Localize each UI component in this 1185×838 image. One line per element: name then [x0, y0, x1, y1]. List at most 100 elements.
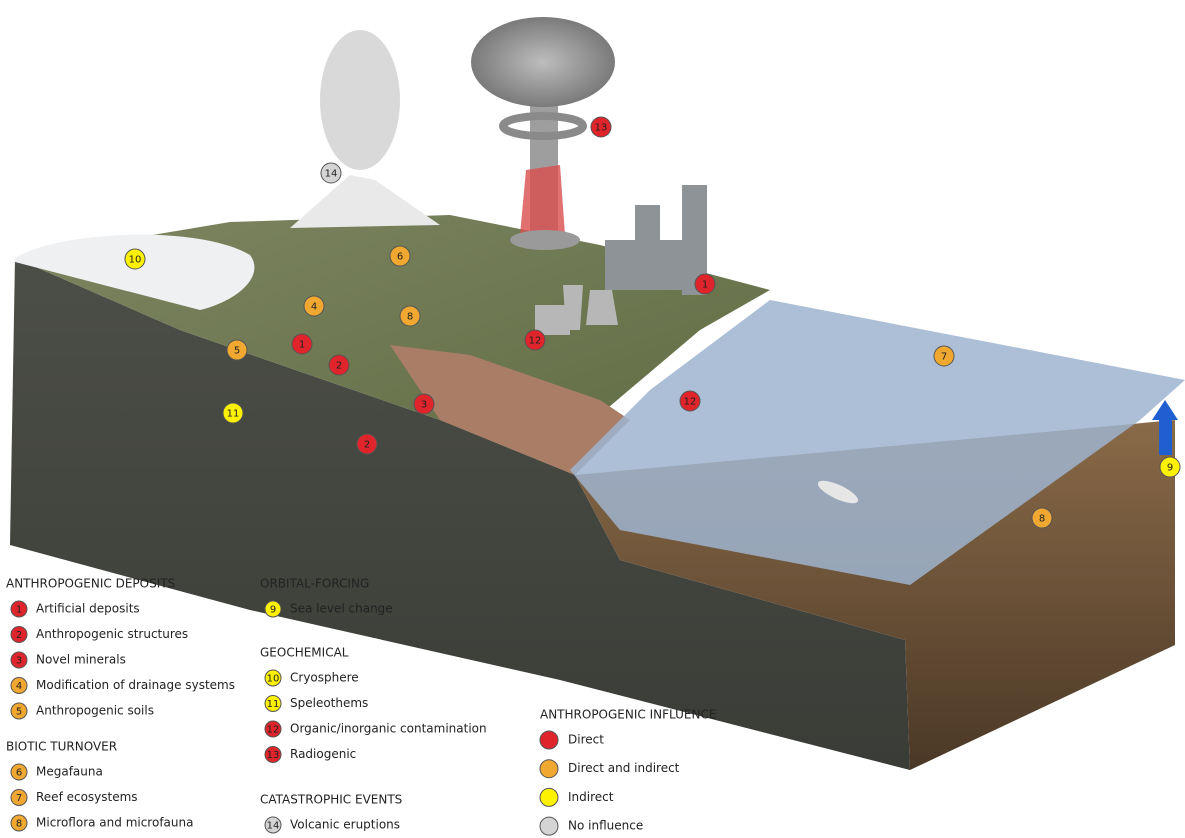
badge-number: 14 [325, 169, 338, 180]
legend-label: Novel minerals [36, 653, 126, 667]
eroded-terrain [390, 345, 630, 475]
badge-number: 4 [311, 302, 317, 313]
influence-label: Indirect [568, 790, 614, 804]
badge-number: 8 [16, 819, 22, 830]
legend-title: ANTHROPOGENIC DEPOSITS [6, 577, 175, 591]
volcano-plume [320, 30, 400, 170]
badge-circle [264, 695, 282, 712]
badge-circle [320, 162, 342, 184]
badge-number: 3 [16, 656, 22, 667]
badge-circle [264, 746, 282, 763]
legend-label: Radiogenic [290, 747, 356, 761]
legend-label: Cryosphere [290, 671, 359, 685]
badge-circle [303, 295, 325, 317]
sea [570, 300, 1185, 585]
badge-number: 8 [407, 312, 413, 323]
building [605, 240, 685, 290]
influence-label: No influence [568, 819, 643, 833]
cooling-tower [586, 290, 618, 325]
badge-number: 6 [16, 768, 22, 779]
badge-number: 12 [684, 397, 697, 408]
badge-number: 1 [299, 340, 305, 351]
legend-label: Anthropogenic structures [36, 627, 188, 641]
badge-circle [539, 787, 559, 807]
badge-number: 10 [267, 674, 280, 685]
badge-circle [933, 345, 955, 367]
badge-number: 12 [267, 725, 280, 736]
badge-circle [590, 116, 612, 138]
fireball [520, 165, 565, 235]
badge-number: 5 [234, 346, 240, 357]
badge-circle [264, 669, 282, 687]
badge-number: 8 [1039, 514, 1045, 525]
legend-label: Artificial deposits [36, 602, 140, 616]
badge-circle [399, 305, 421, 327]
badge-circle [356, 433, 378, 455]
badge-circle [264, 600, 282, 618]
influence-title: ANTHROPOGENIC INFLUENCE [540, 708, 716, 722]
badge-number: 9 [1167, 463, 1173, 474]
front-face [10, 258, 910, 770]
badge-circle [10, 763, 28, 781]
legend-label: Microflora and microfauna [36, 816, 193, 830]
badge-circle [389, 245, 411, 267]
badge-circle [539, 730, 559, 750]
legend-label: Modification of drainage systems [36, 678, 235, 692]
badge-number: 2 [336, 361, 342, 372]
badge-circle [10, 677, 28, 694]
badge-number: 10 [129, 255, 142, 266]
badge-number: 7 [941, 352, 947, 363]
badge-number: 11 [227, 409, 240, 420]
influence-label: Direct and indirect [568, 761, 680, 775]
badge-circle [10, 789, 28, 806]
badge-circle [291, 333, 313, 355]
badge-circle [694, 273, 716, 295]
badge-circle [10, 626, 28, 643]
badge-number: 7 [16, 793, 22, 804]
badge-circle [10, 702, 28, 720]
legend-label: Reef ecosystems [36, 790, 138, 804]
badge-circle [226, 339, 248, 361]
mushroom-base [510, 230, 580, 250]
legend-label: Sea level change [290, 602, 393, 616]
badge-circle [1031, 507, 1053, 529]
badge-number: 4 [16, 681, 22, 692]
badge-number: 12 [529, 336, 542, 347]
badge-circle [10, 814, 28, 832]
legend-title: ORBITAL-FORCING [260, 577, 369, 591]
badge-number: 11 [267, 699, 280, 710]
badge-number: 1 [16, 605, 22, 616]
badge-number: 1 [702, 280, 708, 291]
legend-title: GEOCHEMICAL [260, 646, 349, 660]
badge-circle [539, 816, 559, 836]
building [535, 305, 570, 335]
volcano [290, 175, 440, 228]
legend-label: Organic/inorganic contamination [290, 722, 487, 736]
badge-number: 6 [397, 252, 403, 263]
badge-circle [524, 329, 546, 351]
badge-number: 2 [364, 440, 370, 451]
badge-circle [264, 816, 282, 834]
city [605, 185, 707, 295]
legend-title: CATASTROPHIC EVENTS [260, 793, 402, 807]
badge-number: 9 [270, 605, 276, 616]
badge-number: 5 [16, 707, 22, 718]
scene [10, 17, 1185, 770]
mushroom-cap [471, 17, 615, 107]
legend-label: Speleothems [290, 696, 368, 710]
badge-circle [539, 759, 559, 779]
badge-number: 13 [595, 123, 608, 134]
ship [817, 480, 859, 504]
influence-label: Direct [568, 733, 604, 747]
ice-cap [15, 234, 255, 310]
power-plant [535, 285, 618, 335]
badge-circle [10, 600, 28, 618]
badge-number: 3 [421, 400, 427, 411]
badge-number: 2 [16, 630, 22, 641]
legend-title: BIOTIC TURNOVER [6, 740, 117, 754]
badge-circle [124, 248, 146, 270]
sea-level-arrow [1152, 400, 1178, 455]
legend: ANTHROPOGENIC DEPOSITS 1 Artificial deposi… [6, 577, 716, 836]
